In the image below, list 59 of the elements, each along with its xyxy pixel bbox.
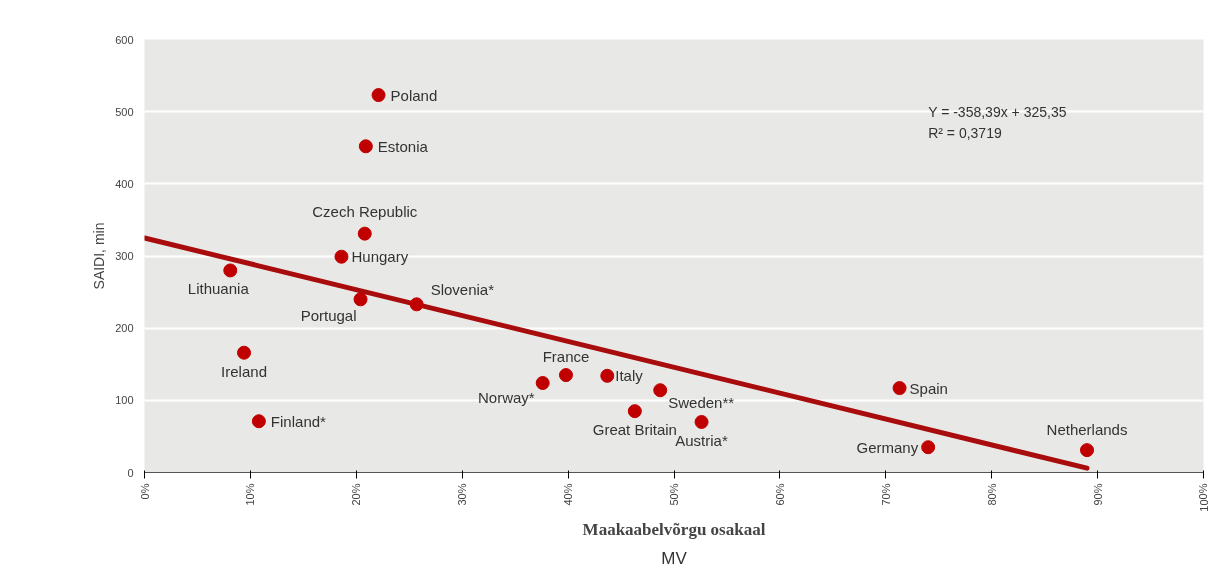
y-tick-label: 500 bbox=[115, 105, 134, 118]
x-tick-label: 0% bbox=[138, 483, 151, 500]
annotation: Great Britain bbox=[592, 421, 677, 439]
annotation: Y = -358,39x + 325,35 bbox=[928, 103, 1067, 120]
annotation: Slovenia* bbox=[430, 281, 495, 299]
x-tick-label: 40% bbox=[562, 483, 575, 506]
point bbox=[694, 415, 709, 429]
x-tick-label: 100% bbox=[1197, 483, 1209, 512]
annotation: Austria* bbox=[675, 431, 728, 449]
annotation: Norway* bbox=[478, 389, 535, 407]
x-tick-label: 60% bbox=[773, 483, 786, 506]
y-tick-label: 600 bbox=[115, 33, 134, 46]
point bbox=[409, 297, 424, 312]
annotation: Ireland bbox=[221, 362, 267, 380]
annotation: R² = 0,3719 bbox=[928, 125, 1002, 142]
annotation: Sweden** bbox=[668, 394, 735, 412]
point bbox=[251, 414, 266, 429]
point bbox=[627, 404, 642, 419]
annotation: Germany bbox=[856, 438, 919, 456]
annotation: Czech Republic bbox=[312, 202, 418, 220]
x-tick-label: 90% bbox=[1091, 483, 1104, 506]
annotation: Poland bbox=[390, 86, 438, 104]
y-tick-label: 400 bbox=[115, 177, 134, 190]
point bbox=[223, 263, 238, 278]
annotation: Finland* bbox=[270, 412, 327, 430]
annotation: Estonia bbox=[377, 137, 429, 155]
x-tick-label: 80% bbox=[985, 483, 998, 506]
x-tick-label: 20% bbox=[350, 483, 363, 506]
y-tick-label: 100 bbox=[115, 394, 134, 407]
point bbox=[921, 440, 936, 455]
point bbox=[371, 88, 386, 103]
y-tick-label: 0 bbox=[127, 466, 134, 479]
point bbox=[535, 376, 550, 390]
point bbox=[237, 345, 252, 360]
y-axis-title: SAIDI, min bbox=[91, 222, 108, 290]
point bbox=[334, 249, 349, 264]
annotation: Hungary bbox=[351, 248, 409, 266]
point bbox=[558, 368, 573, 383]
annotation: Netherlands bbox=[1046, 421, 1128, 439]
point bbox=[653, 383, 668, 398]
x-axis-title: Maakaabelvõrgu osakaal bbox=[582, 519, 766, 539]
text: MV bbox=[661, 548, 688, 568]
y-tick-label: 300 bbox=[115, 250, 134, 262]
x-tick-label: 30% bbox=[456, 483, 469, 506]
point bbox=[1080, 443, 1095, 458]
annotation: Lithuania bbox=[187, 280, 250, 298]
point bbox=[357, 226, 372, 241]
point bbox=[353, 292, 368, 307]
annotation: Italy bbox=[615, 367, 644, 385]
annotation: France bbox=[542, 348, 590, 366]
annotation: Portugal bbox=[300, 307, 357, 325]
point bbox=[600, 368, 615, 383]
point bbox=[892, 381, 907, 396]
annotation: Spain bbox=[909, 379, 948, 397]
x-tick-label: 50% bbox=[668, 483, 680, 506]
x-tick-label: 70% bbox=[879, 483, 892, 506]
point bbox=[358, 139, 373, 154]
y-tick-label: 200 bbox=[115, 322, 134, 335]
x-tick-label: 10% bbox=[244, 483, 257, 506]
